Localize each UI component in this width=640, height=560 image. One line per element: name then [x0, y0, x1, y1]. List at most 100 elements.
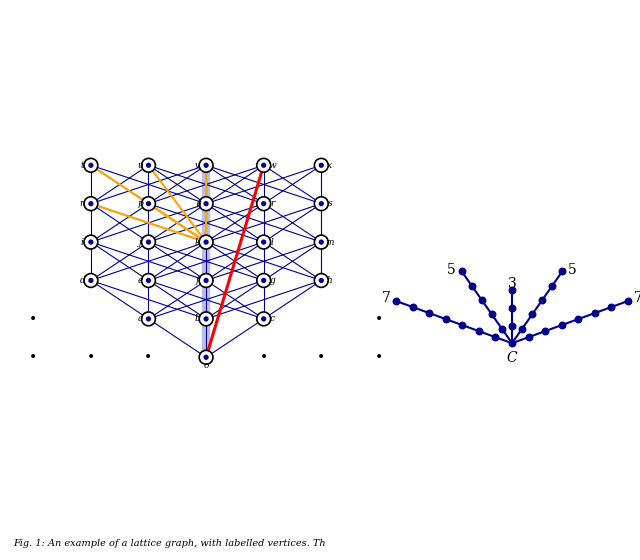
Text: k: k — [195, 237, 200, 246]
Point — [441, 315, 451, 324]
Circle shape — [147, 317, 150, 321]
Text: q: q — [195, 199, 200, 208]
Circle shape — [204, 240, 208, 244]
Circle shape — [84, 197, 98, 211]
Circle shape — [141, 274, 156, 287]
Point — [540, 326, 550, 335]
Text: •: • — [375, 312, 383, 326]
Text: j: j — [139, 237, 141, 246]
Circle shape — [199, 235, 213, 249]
Text: l: l — [271, 237, 273, 246]
Circle shape — [204, 202, 208, 206]
Circle shape — [314, 158, 328, 172]
Text: d: d — [79, 276, 85, 285]
Circle shape — [257, 274, 271, 287]
Circle shape — [84, 158, 98, 172]
Circle shape — [147, 202, 150, 206]
Circle shape — [319, 278, 323, 282]
Text: n: n — [79, 199, 85, 208]
Text: u: u — [137, 161, 143, 170]
Text: t: t — [81, 161, 84, 170]
Circle shape — [147, 240, 150, 244]
Point — [507, 321, 517, 330]
Circle shape — [84, 235, 98, 249]
Circle shape — [199, 274, 213, 287]
Circle shape — [199, 351, 213, 364]
Circle shape — [262, 164, 266, 167]
Text: 5: 5 — [568, 263, 577, 277]
Point — [490, 333, 500, 342]
Circle shape — [319, 202, 323, 206]
Point — [457, 321, 467, 330]
Text: Fig. 1: An example of a lattice graph, with labelled vertices. Th: Fig. 1: An example of a lattice graph, w… — [13, 539, 325, 548]
Text: C: C — [507, 351, 517, 365]
Circle shape — [262, 278, 266, 282]
Point — [391, 297, 401, 306]
Point — [517, 324, 527, 333]
Circle shape — [314, 274, 328, 287]
Circle shape — [141, 235, 156, 249]
Circle shape — [89, 202, 93, 206]
Point — [424, 309, 435, 318]
Circle shape — [262, 202, 266, 206]
Point — [573, 315, 583, 324]
Circle shape — [199, 312, 213, 326]
Circle shape — [141, 312, 156, 326]
Text: o: o — [204, 361, 209, 370]
Circle shape — [204, 317, 208, 321]
Point — [547, 281, 557, 290]
Text: m: m — [326, 237, 334, 246]
Text: h: h — [327, 276, 333, 285]
Text: a: a — [138, 314, 143, 323]
Text: c: c — [269, 314, 275, 323]
Circle shape — [314, 235, 328, 249]
Text: s: s — [328, 199, 332, 208]
Point — [497, 324, 507, 333]
Circle shape — [262, 240, 266, 244]
Text: •: • — [87, 351, 95, 365]
Text: 5: 5 — [447, 263, 456, 277]
Circle shape — [257, 158, 271, 172]
Text: r: r — [270, 199, 275, 208]
Point — [606, 302, 616, 311]
Circle shape — [89, 164, 93, 167]
Point — [537, 296, 547, 305]
Point — [623, 297, 633, 306]
Circle shape — [84, 274, 98, 287]
Point — [507, 286, 517, 295]
Text: •: • — [145, 351, 152, 365]
Circle shape — [141, 197, 156, 211]
Circle shape — [147, 164, 150, 167]
Point — [589, 309, 600, 318]
Text: •: • — [29, 351, 37, 365]
Text: w: w — [268, 161, 276, 170]
Text: 7: 7 — [381, 291, 390, 305]
Text: i: i — [81, 237, 84, 246]
Text: 7: 7 — [634, 291, 640, 305]
Text: x: x — [327, 161, 332, 170]
Point — [507, 339, 517, 348]
Circle shape — [257, 235, 271, 249]
Text: b: b — [195, 314, 200, 323]
Text: •: • — [375, 351, 383, 365]
Text: •: • — [260, 351, 268, 365]
Circle shape — [262, 317, 266, 321]
Circle shape — [199, 197, 213, 211]
Text: g: g — [269, 276, 275, 285]
Circle shape — [147, 278, 150, 282]
Point — [408, 302, 418, 311]
Point — [477, 296, 487, 305]
Circle shape — [89, 278, 93, 282]
Point — [456, 267, 467, 276]
Circle shape — [319, 240, 323, 244]
Circle shape — [257, 312, 271, 326]
Point — [527, 310, 538, 319]
Point — [467, 281, 477, 290]
Text: 3: 3 — [508, 277, 516, 291]
Point — [486, 310, 497, 319]
Text: •: • — [29, 312, 37, 326]
Circle shape — [89, 240, 93, 244]
Text: p: p — [137, 199, 143, 208]
Text: e: e — [138, 276, 143, 285]
Circle shape — [319, 164, 323, 167]
